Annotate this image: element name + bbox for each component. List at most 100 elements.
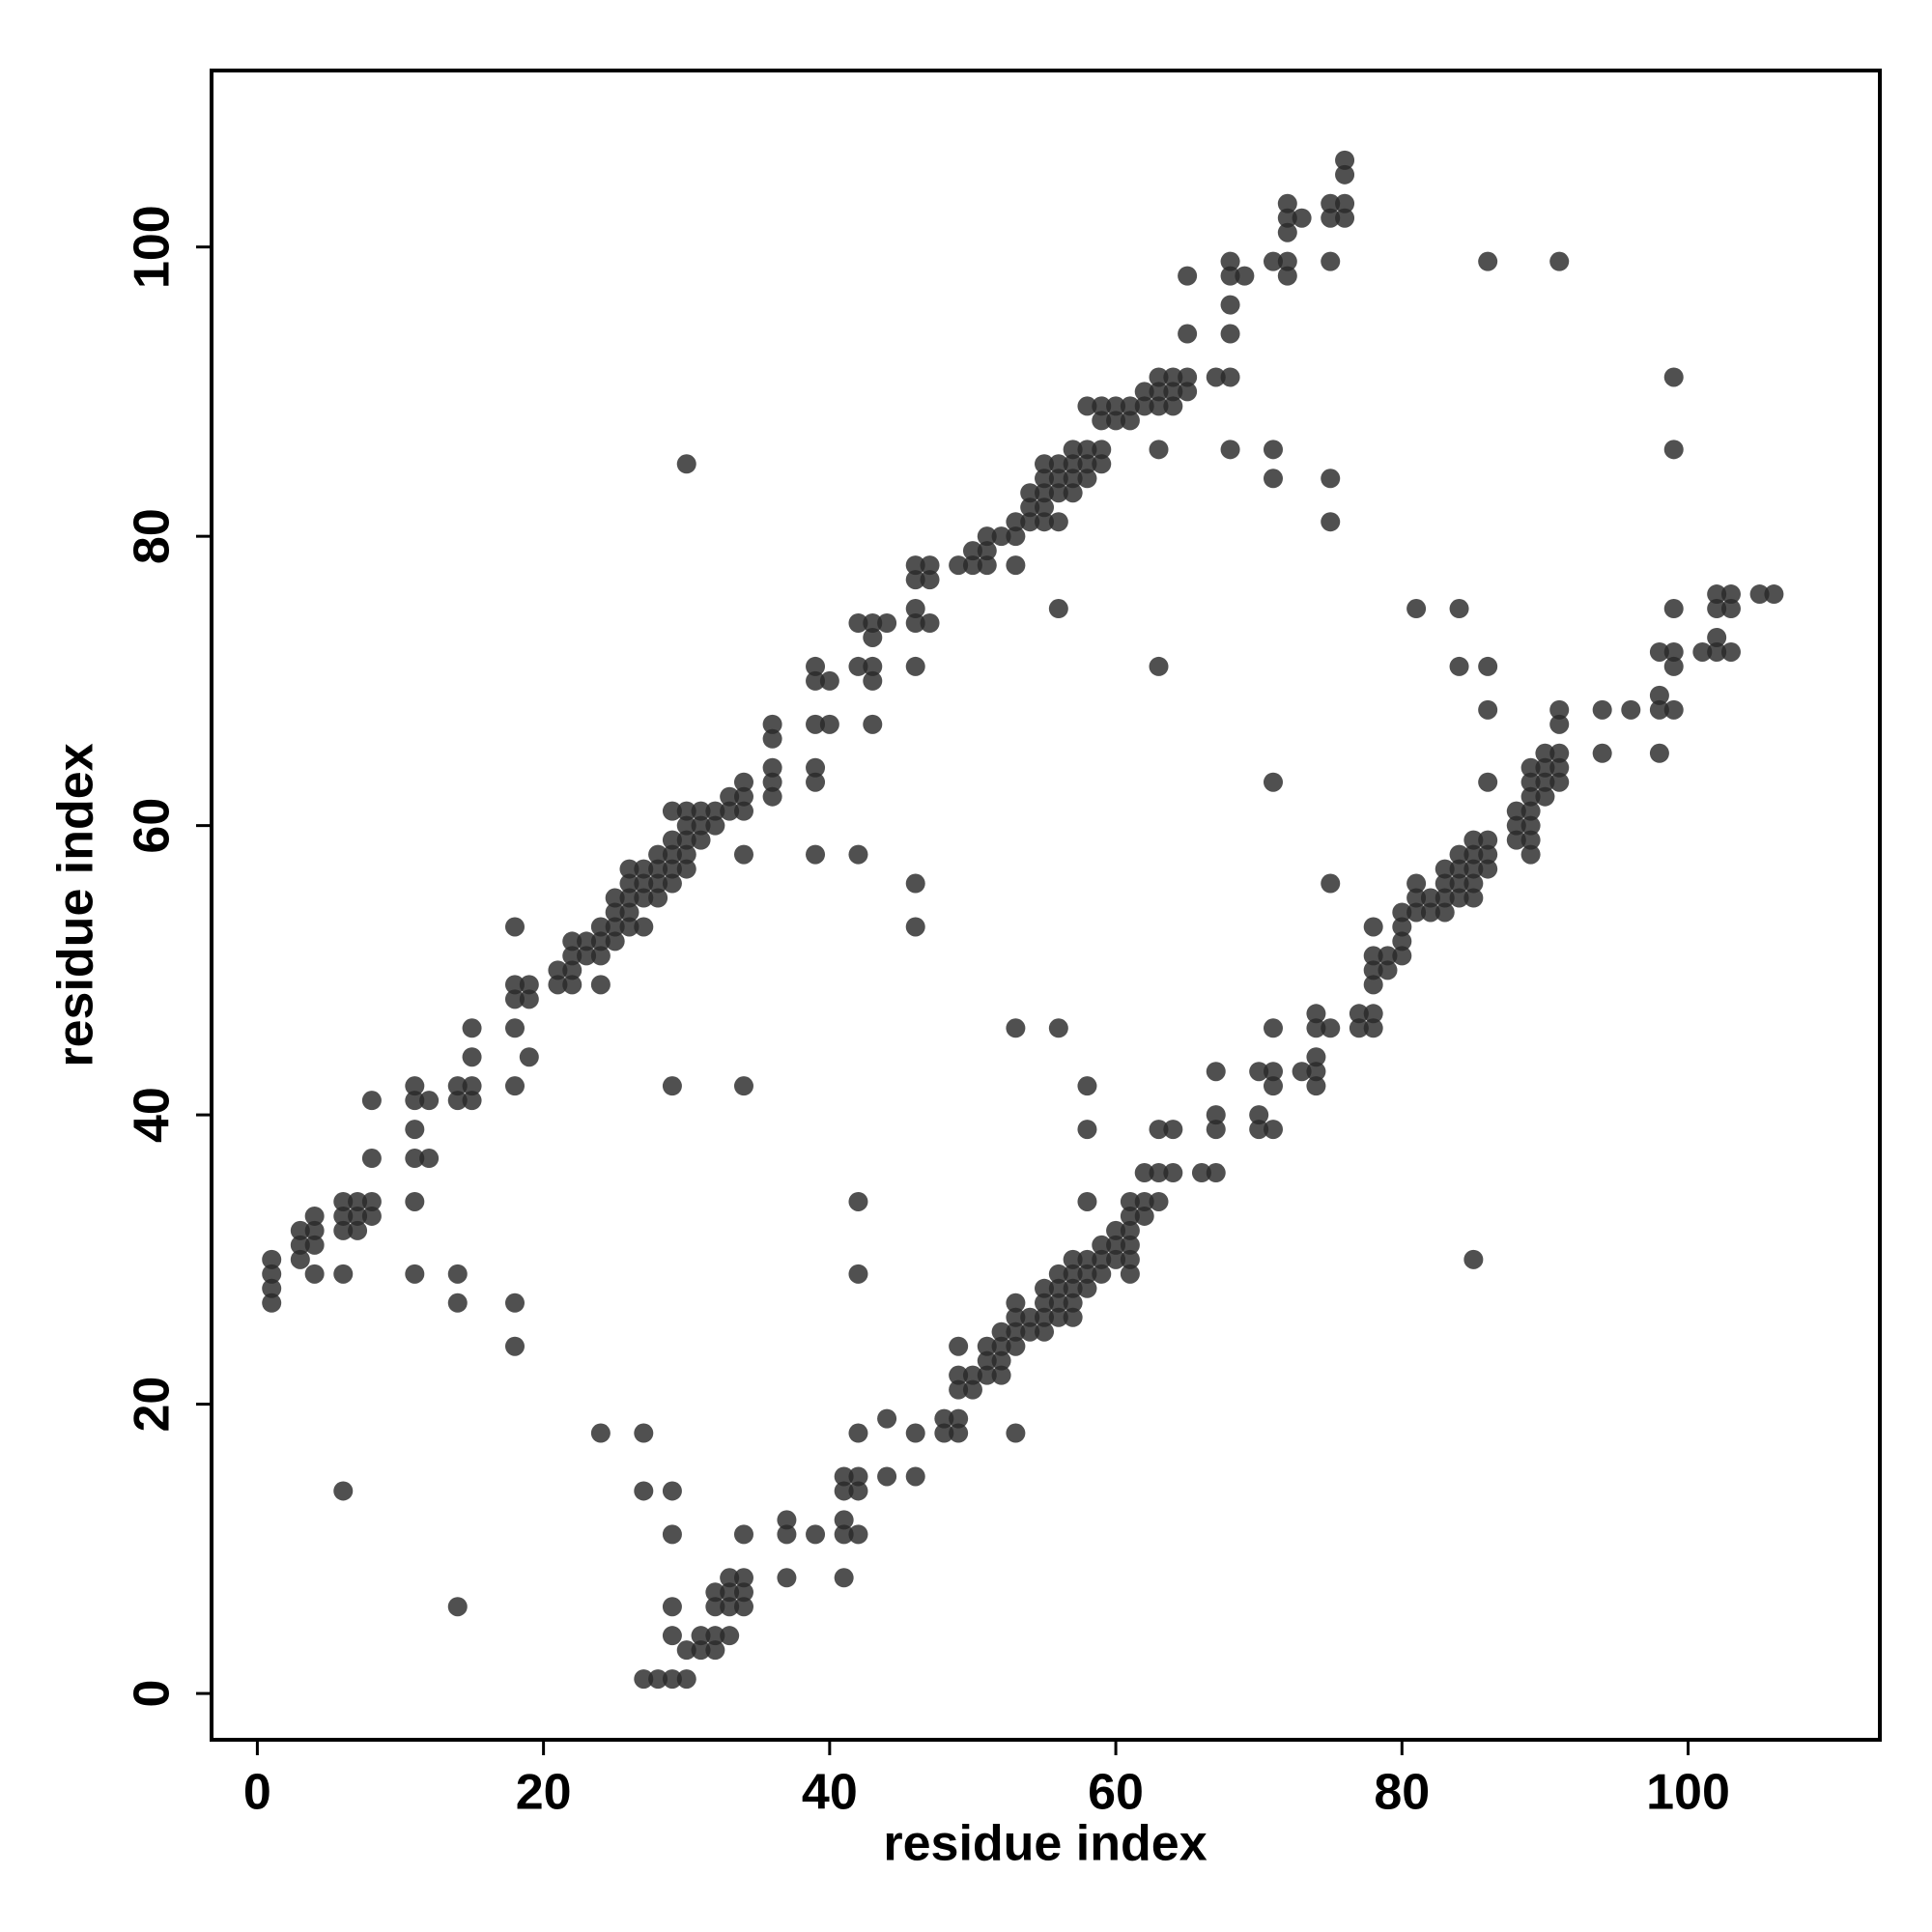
point bbox=[705, 1640, 725, 1661]
point bbox=[1163, 1120, 1183, 1140]
point bbox=[1063, 1264, 1083, 1284]
point bbox=[762, 714, 782, 734]
point bbox=[519, 1047, 539, 1067]
point bbox=[733, 1524, 753, 1545]
point bbox=[977, 541, 997, 561]
point bbox=[1178, 324, 1198, 344]
point bbox=[1035, 454, 1055, 474]
point bbox=[1264, 772, 1283, 792]
point bbox=[720, 801, 740, 821]
point bbox=[1149, 1163, 1169, 1183]
point bbox=[905, 613, 925, 634]
point bbox=[1092, 440, 1112, 460]
point bbox=[991, 1350, 1011, 1371]
point bbox=[1707, 627, 1727, 647]
point bbox=[634, 1669, 654, 1690]
point bbox=[777, 1524, 797, 1545]
point bbox=[806, 656, 826, 676]
point bbox=[1392, 902, 1412, 923]
point bbox=[1063, 1249, 1083, 1269]
point bbox=[691, 1640, 711, 1661]
point bbox=[605, 888, 625, 908]
point bbox=[762, 786, 782, 807]
point bbox=[1134, 1191, 1154, 1211]
point bbox=[1478, 251, 1498, 271]
point bbox=[519, 975, 539, 995]
point bbox=[505, 917, 525, 937]
point bbox=[1663, 641, 1684, 662]
point bbox=[648, 888, 668, 908]
point bbox=[1363, 946, 1383, 966]
y-tick-label: 100 bbox=[125, 205, 181, 289]
point bbox=[1063, 1293, 1083, 1313]
point bbox=[590, 975, 611, 995]
point bbox=[1520, 757, 1541, 778]
point bbox=[676, 859, 696, 879]
point bbox=[1178, 266, 1198, 286]
point bbox=[1048, 1307, 1068, 1327]
point bbox=[1592, 699, 1612, 720]
point bbox=[1006, 1336, 1026, 1356]
point bbox=[348, 1191, 368, 1211]
point bbox=[705, 1626, 725, 1646]
point bbox=[777, 1568, 797, 1588]
point bbox=[505, 1293, 525, 1313]
point bbox=[405, 1191, 425, 1211]
point bbox=[733, 1597, 753, 1617]
point bbox=[1120, 411, 1140, 431]
point bbox=[1435, 859, 1455, 879]
point bbox=[262, 1249, 282, 1269]
point bbox=[762, 728, 782, 749]
point bbox=[1206, 367, 1226, 387]
point bbox=[1006, 555, 1026, 576]
point bbox=[1392, 946, 1412, 966]
point bbox=[834, 1466, 854, 1487]
point bbox=[720, 786, 740, 807]
point bbox=[720, 1582, 740, 1603]
point bbox=[290, 1220, 310, 1240]
point bbox=[1106, 1220, 1126, 1240]
point bbox=[676, 1669, 696, 1690]
point bbox=[519, 989, 539, 1009]
point bbox=[848, 1466, 868, 1487]
point bbox=[806, 772, 826, 792]
point bbox=[333, 1264, 354, 1284]
point bbox=[1363, 917, 1383, 937]
point bbox=[1063, 1307, 1083, 1327]
point bbox=[548, 975, 568, 995]
point bbox=[1092, 411, 1112, 431]
point bbox=[1220, 295, 1240, 315]
point bbox=[877, 1466, 897, 1487]
point bbox=[1048, 483, 1068, 503]
point bbox=[1249, 1105, 1269, 1125]
point bbox=[1020, 1307, 1040, 1327]
point bbox=[1306, 1047, 1326, 1067]
point bbox=[877, 613, 897, 634]
point bbox=[1235, 266, 1255, 286]
point bbox=[1020, 497, 1040, 518]
point bbox=[691, 815, 711, 836]
point bbox=[691, 830, 711, 850]
point bbox=[662, 1597, 682, 1617]
point bbox=[962, 541, 982, 561]
point bbox=[1106, 1249, 1126, 1269]
point bbox=[1120, 1264, 1140, 1284]
point bbox=[733, 801, 753, 821]
point bbox=[1506, 801, 1526, 821]
x-axis-title: residue index bbox=[883, 1816, 1207, 1872]
point bbox=[1335, 208, 1355, 228]
point bbox=[361, 1206, 382, 1226]
point bbox=[1035, 469, 1055, 489]
point bbox=[1306, 1018, 1326, 1038]
point bbox=[1277, 193, 1297, 213]
point bbox=[1006, 1018, 1026, 1038]
point bbox=[720, 1568, 740, 1588]
point bbox=[1463, 844, 1484, 865]
point bbox=[1764, 584, 1784, 605]
point bbox=[1077, 1076, 1097, 1096]
point bbox=[1020, 1321, 1040, 1342]
point bbox=[562, 975, 582, 995]
point bbox=[1077, 469, 1097, 489]
point bbox=[1149, 656, 1169, 676]
